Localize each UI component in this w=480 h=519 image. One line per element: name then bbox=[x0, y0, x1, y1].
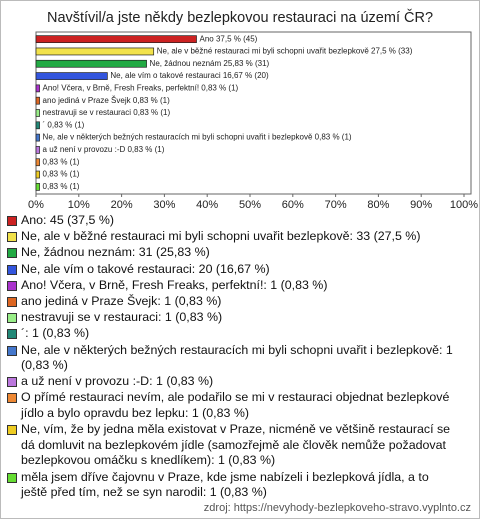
bar-label: Ne, ale v některých bežných restauracích… bbox=[43, 133, 352, 142]
bar bbox=[35, 35, 197, 44]
legend-label: Ne, ale v některých bežných restauracích… bbox=[21, 342, 453, 373]
bar bbox=[35, 146, 40, 154]
legend: Ano: 45 (37,5 %) Ne, ale v běžné restaura… bbox=[7, 213, 457, 501]
bar-label: nestravuji se v restauraci 0,83 % (1) bbox=[43, 108, 171, 117]
bar bbox=[35, 182, 40, 191]
bar bbox=[35, 133, 40, 142]
legend-swatch bbox=[7, 393, 17, 404]
legend-item: Ne, vím, že by jedna měla existovat v Pr… bbox=[7, 422, 457, 469]
bar-label: 0,83 % (1) bbox=[43, 170, 80, 179]
legend-item: Ne, ale vím o takové restauraci: 20 (16,… bbox=[7, 262, 457, 278]
x-tick-label: 10% bbox=[68, 199, 90, 211]
bar-label: 0,83 % (1) bbox=[43, 182, 80, 191]
bar-label: Ne, ale v běžné restauraci mi byli schop… bbox=[157, 47, 413, 56]
x-tick-label: 30% bbox=[153, 199, 175, 211]
legend-label: nestravuji se v restauraci: 1 (0,83 %) bbox=[21, 310, 223, 325]
bar-label: a už není v provozu :-D 0,83 % (1) bbox=[43, 145, 165, 154]
x-tick-label: 60% bbox=[282, 199, 304, 211]
bar-label: ano jediná v Praze Švejk 0,83 % (1) bbox=[43, 96, 171, 105]
legend-item: Ano! Včera, v Brně, Fresh Freaks, perfek… bbox=[7, 278, 457, 294]
legend-swatch bbox=[7, 264, 17, 275]
bar-label: Ne, ale vím o takové restauraci 16,67 % … bbox=[110, 71, 269, 80]
legend-item: ano jediná v Praze Švejk: 1 (0,83 %) bbox=[7, 294, 457, 310]
legend-swatch bbox=[7, 377, 17, 388]
x-tick-label: 40% bbox=[196, 199, 218, 211]
bar-label: Ne, žádnou neznám 25,83 % (31) bbox=[150, 59, 270, 68]
bar bbox=[35, 121, 40, 130]
x-tick-label: 90% bbox=[410, 199, 432, 211]
x-tick-label: 20% bbox=[111, 199, 133, 211]
bar bbox=[35, 47, 155, 56]
source: zdroj: https://nevyhody-bezlepkoveho-str… bbox=[203, 502, 471, 514]
legend-label: ano jediná v Praze Švejk: 1 (0,83 %) bbox=[21, 293, 222, 308]
legend-item: O přímé restauraci nevím, ale podařilo s… bbox=[7, 390, 457, 421]
x-tick-label: 50% bbox=[239, 199, 261, 211]
bar-label: Ano 37,5 % (45) bbox=[200, 34, 258, 43]
legend-swatch bbox=[7, 216, 17, 226]
legend-item: Ne, ale v běžné restauraci mi byli schop… bbox=[7, 229, 457, 245]
x-tick-label: 100% bbox=[450, 199, 478, 211]
legend-item: nestravuji se v restauraci: 1 (0,83 %) bbox=[7, 310, 457, 326]
bar bbox=[35, 109, 40, 117]
legend-item: Ne, žádnou neznám: 31 (25,83 %) bbox=[7, 245, 457, 261]
legend-swatch bbox=[7, 345, 17, 356]
legend-label: měla jsem dříve čajovnu v Praze, kde jsm… bbox=[21, 469, 429, 500]
bar-label: 0,83 % (1) bbox=[43, 157, 80, 166]
bar-label: Ano! Včera, v Brně, Fresh Freaks, perfek… bbox=[43, 83, 239, 92]
legend-swatch bbox=[7, 296, 17, 307]
bar bbox=[35, 72, 108, 80]
legend-label: Ano: 45 (37,5 %) bbox=[21, 213, 114, 227]
legend-swatch bbox=[7, 248, 17, 259]
legend-item: měla jsem dříve čajovnu v Praze, kde jsm… bbox=[7, 470, 457, 501]
legend-label: O přímé restauraci nevím, ale podařilo s… bbox=[21, 390, 450, 421]
bar bbox=[35, 59, 147, 68]
chart: Navštívil/a jste někdy bezlepkovou resta… bbox=[28, 9, 478, 211]
legend-label: Ne, ale vím o takové restauraci: 20 (16,… bbox=[21, 261, 270, 276]
legend-swatch bbox=[7, 472, 17, 483]
legend-swatch bbox=[7, 313, 17, 324]
bar bbox=[35, 170, 40, 179]
legend-label: Ano! Včera, v Brně, Fresh Freaks, perfek… bbox=[21, 277, 328, 292]
legend-swatch bbox=[7, 329, 17, 340]
legend-label: Ne, ale v běžné restauraci mi byli schop… bbox=[21, 229, 421, 244]
legend-label: Ne, žádnou neznám: 31 (25,83 %) bbox=[21, 245, 210, 260]
bar-label: ´ 0,83 % (1) bbox=[43, 120, 85, 129]
legend-item: Ne, ale v některých bežných restauracích… bbox=[7, 343, 457, 374]
legend-label: Ne, vím, že by jedna měla existovat v Pr… bbox=[21, 422, 451, 468]
x-tick-label: 80% bbox=[367, 199, 389, 211]
bar bbox=[35, 96, 40, 105]
legend-swatch bbox=[7, 280, 17, 291]
legend-item: ´: 1 (0,83 %) bbox=[7, 326, 457, 342]
legend-label: ´: 1 (0,83 %) bbox=[21, 326, 90, 341]
bar bbox=[35, 84, 40, 93]
legend-swatch bbox=[7, 232, 17, 243]
bar bbox=[35, 158, 40, 167]
legend-swatch bbox=[7, 425, 17, 436]
x-tick-label: 0% bbox=[28, 199, 44, 211]
legend-item: a už není v provozu :-D: 1 (0,83 %) bbox=[7, 374, 457, 390]
chart-title: Navštívil/a jste někdy bezlepkovou resta… bbox=[47, 9, 433, 26]
legend-label: a už není v provozu :-D: 1 (0,83 %) bbox=[21, 374, 214, 389]
x-tick-label: 70% bbox=[325, 199, 347, 211]
legend-item: Ano: 45 (37,5 %) bbox=[7, 213, 457, 229]
